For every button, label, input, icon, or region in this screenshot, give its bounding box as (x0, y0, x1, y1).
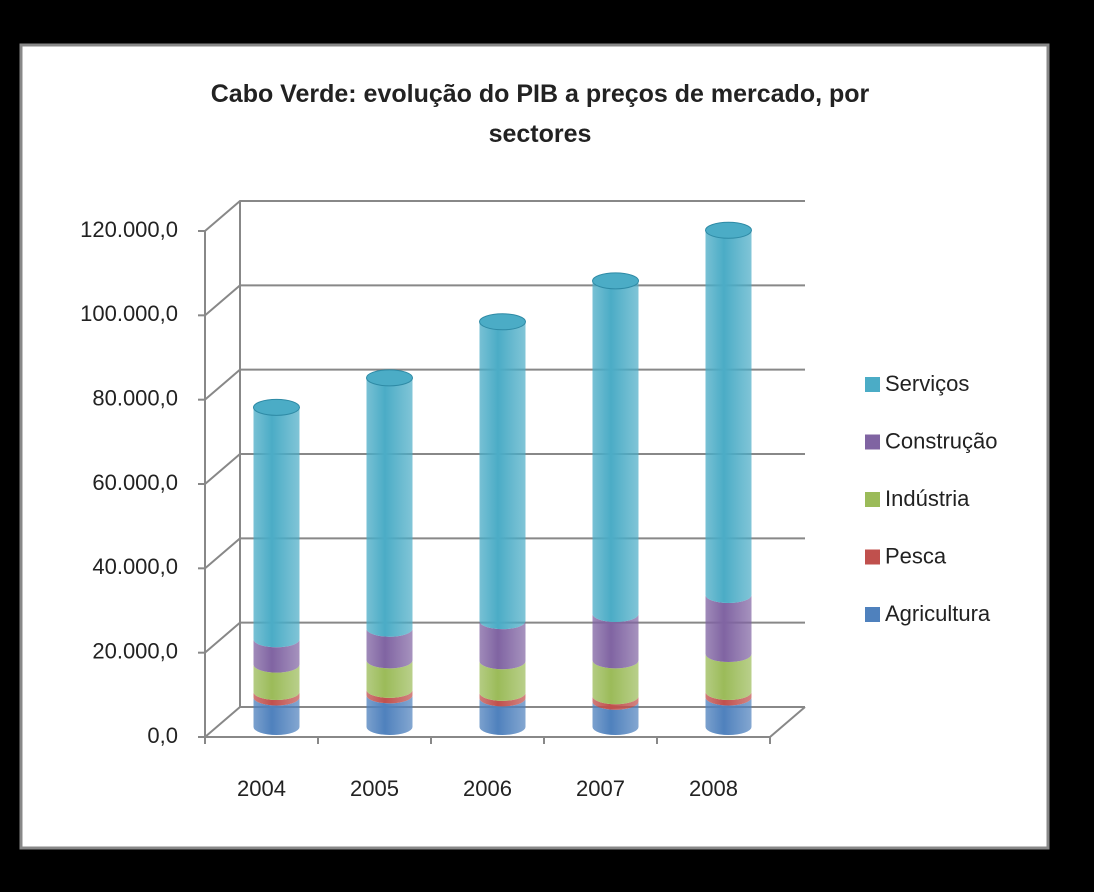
legend-label: Serviços (885, 371, 969, 396)
cylinder-segment (253, 664, 300, 701)
cylinder-segment (479, 321, 526, 630)
y-tick-label: 40.000,0 (92, 554, 178, 579)
cylinder-segment (592, 696, 639, 710)
legend-swatch (865, 549, 880, 565)
chart-title: Cabo Verde: evolução do PIB a preços de … (211, 80, 870, 148)
y-tick-label: 60.000,0 (92, 470, 178, 495)
cylinder-segment (253, 697, 300, 735)
cylinder-segment (705, 692, 752, 706)
x-tick-label: 2007 (576, 776, 625, 801)
cylinder-cap (592, 272, 639, 290)
cylinder-segment (366, 628, 413, 669)
x-tick-label: 2004 (237, 776, 286, 801)
cylinder-segment (253, 407, 300, 648)
cylinder-segment (479, 698, 526, 735)
legend-label: Indústria (885, 486, 970, 511)
legend-swatch (865, 492, 880, 507)
cylinder-segment (592, 701, 639, 735)
y-tick-label: 80.000,0 (92, 385, 178, 410)
y-tick-label: 20.000,0 (92, 638, 178, 663)
cylinder-segment (366, 660, 413, 698)
cylinder-segment (479, 661, 526, 701)
cylinder-segment (366, 377, 413, 637)
legend-label: Agricultura (885, 601, 991, 626)
legend-label: Pesca (885, 543, 947, 568)
legend-swatch (865, 377, 880, 392)
x-tick-label: 2008 (689, 776, 738, 801)
cylinder-segment (705, 595, 752, 663)
cylinder-cap (366, 369, 413, 387)
cylinder-cap (705, 221, 752, 239)
legend-swatch (865, 607, 880, 622)
cylinder-segment (479, 621, 526, 670)
cylinder-segment (705, 230, 752, 604)
y-tick-label: 0,0 (147, 723, 178, 748)
cylinder-segment (705, 654, 752, 700)
cylinder-segment (592, 613, 639, 669)
y-tick-label: 120.000,0 (80, 217, 178, 242)
legend-swatch (865, 434, 880, 450)
legend-label: Construção (885, 428, 998, 453)
cylinder-segment (253, 692, 300, 706)
cylinder-segment (705, 697, 752, 735)
cylinder-cap (479, 313, 526, 331)
cylinder-segment (366, 689, 413, 704)
x-tick-label: 2005 (350, 776, 399, 801)
cylinder-segment (592, 280, 639, 622)
y-tick-label: 100.000,0 (80, 301, 178, 326)
cylinder-cap (253, 398, 300, 416)
grid-line (204, 200, 805, 232)
cylinder-segment (479, 692, 526, 707)
cylinder-segment (253, 639, 300, 673)
cylinder-segment (366, 695, 413, 735)
cylinder-segment (592, 660, 639, 705)
x-tick-label: 2006 (463, 776, 512, 801)
